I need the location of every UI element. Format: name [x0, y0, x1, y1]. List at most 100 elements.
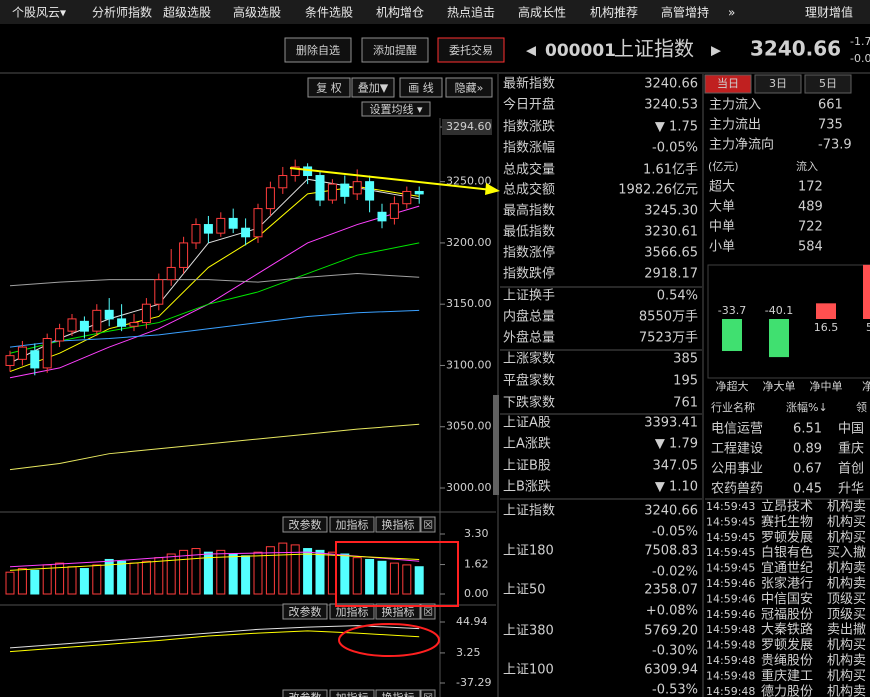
header-button[interactable] [361, 37, 429, 63]
menu-item[interactable]: 机构增仓 [376, 5, 424, 20]
menu-item[interactable]: 超级选股 [163, 5, 211, 20]
y-tick-label: 44.94 [456, 615, 488, 628]
indicator-button[interactable] [420, 689, 436, 697]
quote-label: 指数跌停 [503, 266, 555, 282]
flow-tab[interactable] [704, 74, 752, 94]
volume-bar [278, 542, 288, 595]
price: 3240.66 [750, 37, 841, 61]
net-category: 净超大 [716, 379, 749, 393]
trade-time: 14:59:48 [706, 623, 755, 636]
indicator-button[interactable] [375, 689, 421, 697]
chart-tool[interactable] [351, 77, 395, 98]
candle-body [265, 187, 275, 210]
candle-body [67, 318, 77, 332]
flow-tab[interactable] [754, 74, 802, 94]
industry-header: 领 [856, 401, 867, 414]
inflow-label: 中单 [709, 220, 735, 235]
menu-item[interactable]: 理财增值 [805, 5, 853, 20]
indicator-button[interactable] [329, 603, 375, 620]
net-category: 净大单 [763, 379, 796, 393]
menu-item[interactable]: 热点追击 [447, 5, 495, 20]
indicator-button-label: 换指标 [382, 518, 415, 532]
trade-type: 机构买 [827, 669, 866, 684]
quote-value: 0.54% [657, 289, 698, 304]
trade-time: 14:59:46 [706, 592, 755, 605]
ma-setting[interactable] [361, 101, 431, 117]
indicator-button[interactable] [420, 516, 436, 533]
prev-button[interactable]: ◀ [526, 44, 536, 59]
flow-column: 流入 [796, 159, 818, 173]
menu-item[interactable]: 高级选股 [233, 5, 281, 20]
indicator-button-label: 加指标 [336, 518, 369, 532]
flow-label: 主力流入 [709, 98, 761, 113]
indicator-button[interactable] [282, 689, 328, 697]
annotation-box [335, 541, 459, 607]
flow-value: 735 [818, 118, 843, 133]
menu-item[interactable]: 高管增持 [661, 5, 709, 20]
chart-tool[interactable] [307, 77, 351, 98]
industry-cell: 公用事业 [711, 462, 763, 477]
indicator-button[interactable] [282, 603, 328, 620]
trade-time: 14:59:45 [706, 531, 755, 544]
volume-bar [104, 558, 114, 595]
volume-line [9, 553, 420, 571]
indicator-button[interactable] [329, 689, 375, 697]
menu-item[interactable]: 分析师指数 [92, 5, 152, 20]
net-chart-frame [707, 264, 870, 379]
candle-body [154, 279, 164, 305]
indicator-button-label: ☒ [423, 692, 433, 697]
chart-tool[interactable] [445, 77, 493, 98]
side-toggle[interactable] [493, 395, 499, 495]
volume-bar [265, 546, 275, 595]
candle-body [303, 166, 313, 177]
indicator-button[interactable] [420, 603, 436, 620]
industry-cell: 重庆 [838, 441, 864, 457]
header-button[interactable] [284, 37, 352, 63]
indicator-button[interactable] [375, 603, 421, 620]
annotation-arrowhead [485, 183, 500, 195]
quote-value: 385 [673, 352, 698, 367]
volume-bar [17, 568, 27, 595]
quote-label: 最新指数 [503, 76, 555, 92]
net-bar-label: -40.1 [765, 304, 793, 317]
trade-name: 德力股份 [761, 684, 813, 697]
trade-type: 机构卖 [827, 577, 866, 592]
header-button-label: 添加提醒 [373, 43, 417, 57]
menu-item[interactable]: 机构推荐 [590, 5, 638, 20]
menu-item[interactable]: 高成长性 [518, 5, 566, 20]
inflow-value: 172 [798, 180, 823, 195]
indicator-line [9, 625, 420, 649]
y-tick-label: 3100.00 [446, 358, 492, 371]
candle-body [290, 166, 300, 177]
volume-bar [352, 557, 362, 595]
candle-body [191, 224, 201, 244]
quote-value: 347.05 [653, 459, 699, 474]
chart-tool[interactable] [399, 77, 443, 98]
indicator-button[interactable] [329, 516, 375, 533]
header-button[interactable] [437, 37, 505, 63]
header-button-label: 删除自选 [296, 43, 340, 57]
candle-body [129, 322, 139, 327]
volume-bar [117, 560, 127, 595]
next-button[interactable]: ▶ [711, 44, 721, 59]
y-tick-label: 3250.00 [446, 175, 492, 188]
indicator-button[interactable] [375, 516, 421, 533]
y-tick-label: 3050.00 [446, 420, 492, 433]
index-value: 7508.83 [644, 544, 698, 559]
change: -1.7 [850, 35, 870, 48]
industry-cell: 0.45 [793, 482, 822, 497]
inflow-label: 超大 [709, 180, 735, 195]
menu-item[interactable]: 条件选股 [305, 6, 353, 20]
volume-bar [179, 549, 189, 595]
trade-type: 卖出撤 [827, 622, 866, 638]
trade-time: 14:59:48 [706, 685, 755, 697]
chart-tool-label: 隐藏» [455, 82, 484, 95]
menu-item[interactable]: » [728, 6, 735, 20]
quote-label: 上A涨跌 [503, 436, 551, 452]
indicator-button[interactable] [282, 516, 328, 533]
menu-item[interactable]: 个股风云▾ [12, 6, 66, 20]
trade-time: 14:59:48 [706, 639, 755, 652]
quote-value: ▼ 1.79 [655, 437, 698, 452]
flow-tab[interactable] [804, 74, 852, 94]
quote-value: 2918.17 [644, 267, 698, 282]
